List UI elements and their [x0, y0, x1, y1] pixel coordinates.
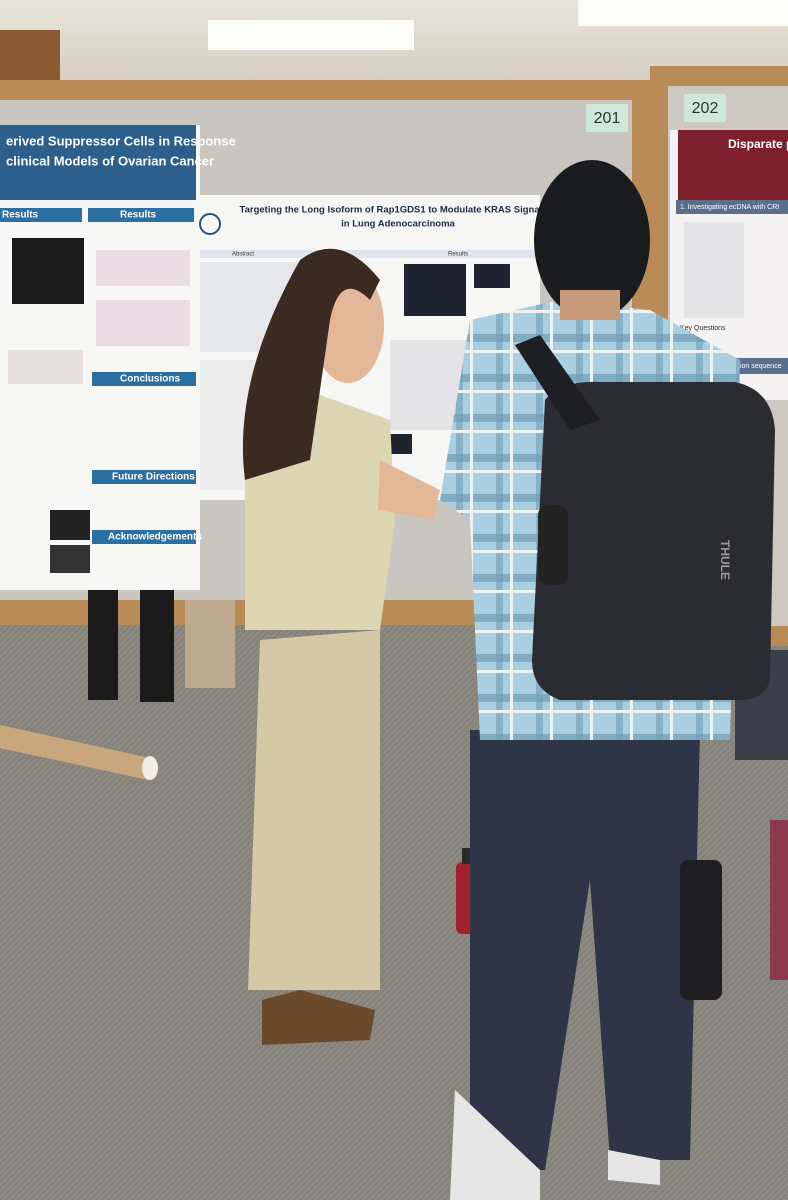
figure [96, 250, 190, 286]
poster-tube [0, 725, 150, 780]
bag [680, 860, 722, 1000]
right-poster-header [678, 130, 788, 200]
subheading: Key Questions [680, 325, 726, 332]
section-heading: Future Directions [112, 472, 195, 483]
hair [242, 248, 380, 480]
board-number: 202 [692, 100, 719, 117]
section-bar [735, 358, 788, 374]
person-leg [185, 600, 235, 688]
poster-title: Disparate p [728, 137, 788, 151]
jeans [470, 730, 700, 1170]
section-heading: Abstract [232, 252, 254, 258]
figure [96, 300, 190, 346]
figure [50, 545, 90, 573]
person-leg [140, 590, 174, 702]
arm [378, 460, 440, 520]
person-leg [770, 820, 788, 980]
section-bar [92, 470, 196, 484]
section-bar [92, 372, 196, 386]
section-bar [92, 530, 196, 544]
skirt [248, 630, 380, 990]
logo [199, 213, 221, 235]
figure [12, 238, 84, 304]
poster-title: clinical Models of Ovarian Cancer [6, 153, 214, 168]
bottle [538, 505, 568, 585]
section-bar [200, 250, 330, 258]
figure [474, 264, 510, 288]
shoe [450, 1090, 540, 1200]
poster-title: erived Suppressor Cells in Response [6, 133, 236, 148]
board-number-tag [684, 94, 726, 122]
backpack-strap [515, 335, 600, 430]
section-heading: Results [448, 252, 468, 258]
hair [534, 160, 650, 320]
poster-tube-end [142, 756, 158, 780]
figure [388, 434, 412, 454]
section-heading: Results [120, 210, 157, 221]
figure [8, 350, 83, 384]
neck [560, 290, 620, 320]
section-bar [340, 250, 535, 258]
ceiling-light [208, 20, 414, 50]
section-heading: Conclusions [120, 374, 180, 385]
board-number-tag [586, 104, 628, 132]
section-bar [0, 208, 82, 222]
snippet: tion sequence [738, 363, 782, 370]
section-heading: 1. Investigating ecDNA with CRI [680, 204, 779, 211]
section-bar [676, 200, 788, 214]
backpack-brand: THULE [718, 540, 732, 580]
sandals [262, 990, 375, 1045]
person-leg [88, 590, 118, 700]
section-bar [88, 208, 194, 222]
backpack [532, 381, 775, 700]
ceiling-light [578, 0, 788, 26]
figure [684, 222, 744, 318]
poster-title: in Lung Adenocarcinoma [341, 219, 455, 230]
shoe [608, 1150, 660, 1185]
left-poster-header [0, 125, 196, 200]
figure [404, 264, 466, 316]
section-heading: Acknowledgements [108, 532, 202, 543]
section-heading: Results [2, 210, 39, 221]
figure [50, 510, 90, 540]
board-number: 201 [594, 110, 621, 127]
poster-title: Targeting the Long Isoform of Rap1GDS1 t… [239, 205, 556, 216]
